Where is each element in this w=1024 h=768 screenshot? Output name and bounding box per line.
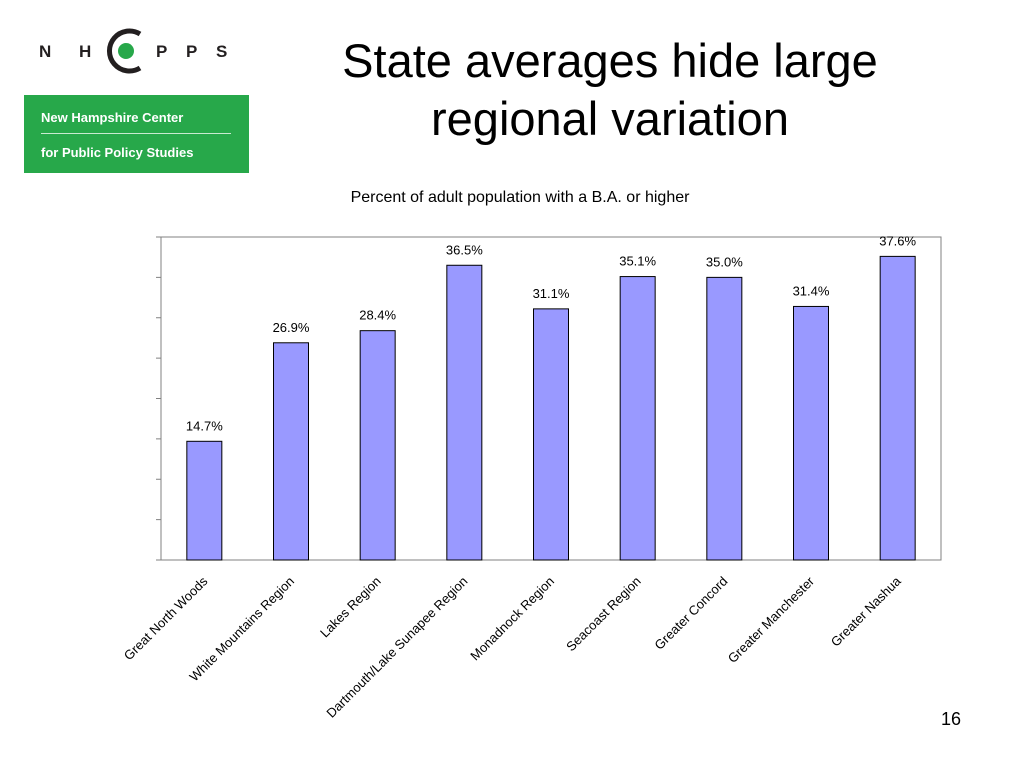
category-label: Greater Concord <box>651 574 730 653</box>
chart-title: Percent of adult population with a B.A. … <box>350 189 690 206</box>
logo-divider <box>41 133 231 134</box>
data-label: 36.5% <box>446 242 483 257</box>
logo-letter: P <box>186 42 198 61</box>
page-number: 16 <box>940 709 961 729</box>
logo-c-circle-icon <box>107 28 142 74</box>
category-label: Greater Nashua <box>828 573 905 650</box>
bar <box>793 305 829 561</box>
logo-line-2: for Public Policy Studies <box>41 145 194 160</box>
category-label: Great North Woods <box>121 573 211 663</box>
logo-letter: P <box>156 42 168 61</box>
category-label: Lakes Region <box>317 574 384 641</box>
bar <box>273 342 309 561</box>
nhcpps-logo: N H P P S New Hampshire Center for Publi… <box>24 16 249 173</box>
logo-letter: N <box>39 42 52 61</box>
data-label: 31.4% <box>793 283 830 298</box>
bar <box>446 264 483 561</box>
data-label: 31.1% <box>533 286 570 301</box>
bar <box>619 276 656 561</box>
logo-green-panel: New Hampshire Center for Public Policy S… <box>24 95 249 173</box>
category-label: Monadnock Region <box>467 574 557 664</box>
data-label: 28.4% <box>359 308 396 323</box>
data-label: 26.9% <box>273 320 310 335</box>
data-label: 35.1% <box>619 254 656 269</box>
category-label: Seacoast Region <box>563 574 644 655</box>
bar <box>533 308 569 561</box>
logo-letter: H <box>79 42 92 61</box>
data-label: 35.0% <box>706 254 743 269</box>
category-label: Dartmouth/Lake Sunapee Region <box>323 574 470 721</box>
data-label: 37.6% <box>879 233 916 248</box>
slide-title: State averages hide large regional varia… <box>342 34 878 145</box>
bar <box>879 255 916 561</box>
bar <box>186 440 223 561</box>
bar <box>706 276 743 561</box>
category-label: Greater Manchester <box>725 573 818 666</box>
logo-top-panel: N H P P S <box>24 16 249 95</box>
logo-letter: S <box>216 42 228 61</box>
logo-line-1: New Hampshire Center <box>41 110 184 125</box>
bar <box>359 330 396 561</box>
data-label: 14.7% <box>186 418 223 433</box>
